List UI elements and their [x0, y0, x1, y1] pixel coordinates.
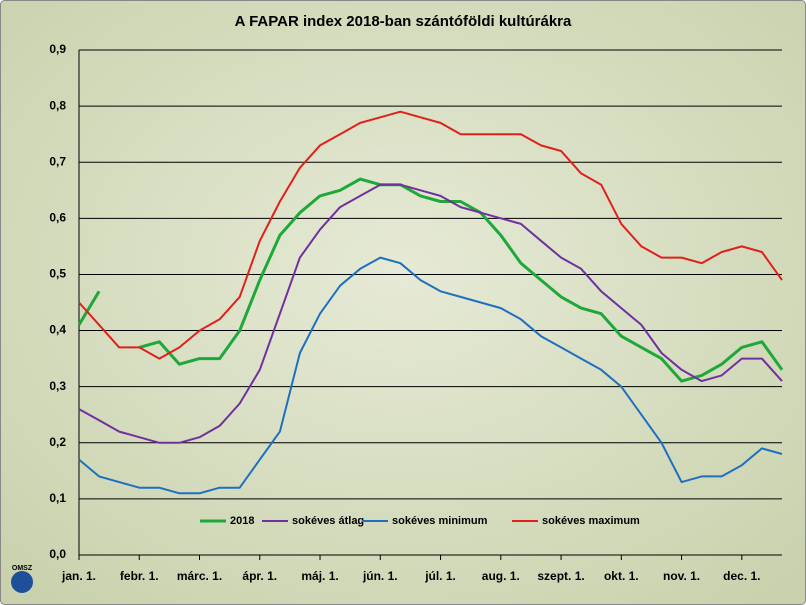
legend-label: sokéves maximum [542, 515, 640, 527]
legend-label: sokéves átlag [292, 515, 364, 527]
legend-label: sokéves minimum [392, 515, 488, 527]
x-tick-label: jan. 1. [61, 569, 96, 583]
logo-text: OMSZ [12, 565, 33, 572]
logo-icon [11, 571, 33, 593]
y-tick-label: 0,8 [49, 98, 66, 112]
y-tick-label: 0,1 [49, 491, 66, 505]
series-line [77, 177, 784, 383]
x-tick-label: ápr. 1. [242, 569, 277, 583]
legend-label: 2018 [230, 515, 254, 527]
x-tick-label: okt. 1. [604, 569, 639, 583]
y-tick-label: 0,6 [49, 211, 66, 225]
x-tick-label: febr. 1. [120, 569, 159, 583]
y-tick-label: 0,5 [49, 267, 66, 281]
x-tick-label: máj. 1. [301, 569, 338, 583]
x-tick-label: szept. 1. [537, 569, 584, 583]
x-tick-label: nov. 1. [663, 569, 700, 583]
y-tick-label: 0,7 [49, 154, 66, 168]
x-tick-label: aug. 1. [482, 569, 520, 583]
x-tick-label: júl. 1. [424, 569, 456, 583]
y-tick-label: 0,4 [49, 323, 66, 337]
x-tick-label: jún. 1. [362, 569, 398, 583]
series-line [78, 110, 783, 360]
x-tick-label: márc. 1. [177, 569, 222, 583]
series-line [78, 256, 783, 495]
x-tick-label: dec. 1. [723, 569, 760, 583]
y-tick-label: 0,3 [49, 379, 66, 393]
y-tick-label: 0,9 [49, 42, 66, 56]
chart-title: A FAPAR index 2018-ban szántóföldi kultú… [235, 13, 572, 30]
series-line [78, 183, 783, 444]
y-tick-label: 0,2 [49, 435, 66, 449]
y-tick-label: 0,0 [49, 547, 66, 561]
